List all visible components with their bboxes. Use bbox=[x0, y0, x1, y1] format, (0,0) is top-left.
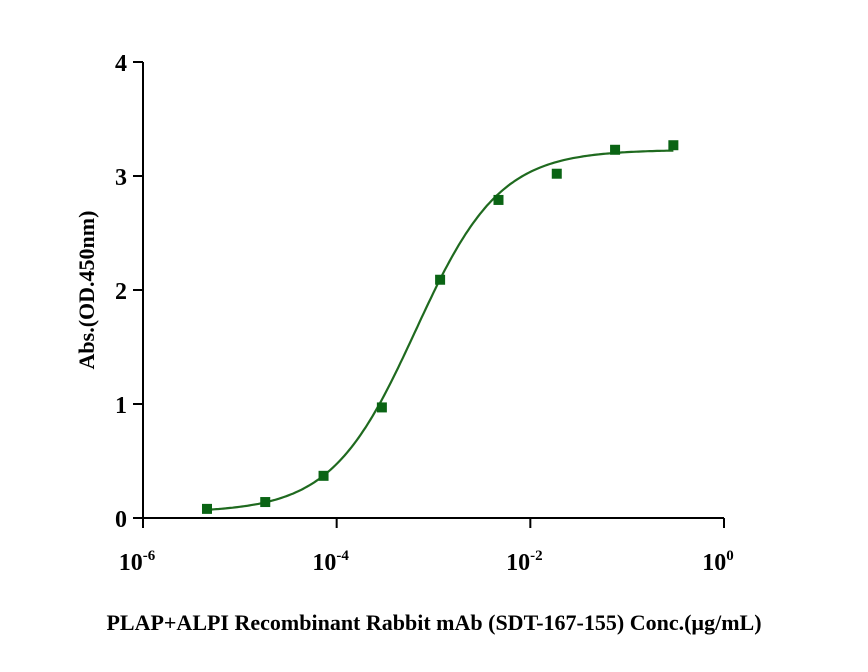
data-point bbox=[668, 140, 679, 151]
x-tick-exponent: -2 bbox=[530, 548, 543, 564]
y-tick-label: 0 bbox=[115, 507, 127, 533]
y-tick-label: 4 bbox=[115, 51, 127, 77]
x-tick-base: 10 bbox=[312, 550, 336, 576]
x-tick-base: 10 bbox=[506, 550, 530, 576]
x-tick-label: 100 bbox=[702, 548, 734, 576]
y-tick-label: 2 bbox=[115, 279, 127, 305]
data-point bbox=[376, 402, 387, 413]
data-point bbox=[551, 168, 562, 179]
x-tick-exponent: 0 bbox=[726, 548, 734, 564]
x-tick-base: 10 bbox=[119, 550, 143, 576]
data-point bbox=[493, 194, 504, 205]
x-tick-label: 10-4 bbox=[312, 548, 349, 576]
data-points bbox=[201, 140, 679, 514]
x-tick-exponent: -6 bbox=[143, 548, 156, 564]
y-tick-label: 1 bbox=[115, 393, 127, 419]
data-point bbox=[435, 274, 446, 285]
data-point bbox=[260, 497, 271, 508]
data-point bbox=[610, 144, 621, 155]
fit-curve bbox=[206, 149, 674, 511]
data-point bbox=[201, 503, 212, 514]
x-tick-label: 10-6 bbox=[119, 548, 156, 576]
x-axis-title: PLAP+ALPI Recombinant Rabbit mAb (SDT-16… bbox=[106, 610, 761, 635]
y-tick-label: 3 bbox=[115, 165, 127, 191]
y-axis-title: Abs.(OD.450nm) bbox=[74, 211, 99, 370]
data-point bbox=[318, 470, 329, 481]
x-tick-label: 10-2 bbox=[506, 548, 543, 576]
x-tick-exponent: -4 bbox=[336, 548, 349, 564]
x-tick-base: 10 bbox=[702, 550, 726, 576]
